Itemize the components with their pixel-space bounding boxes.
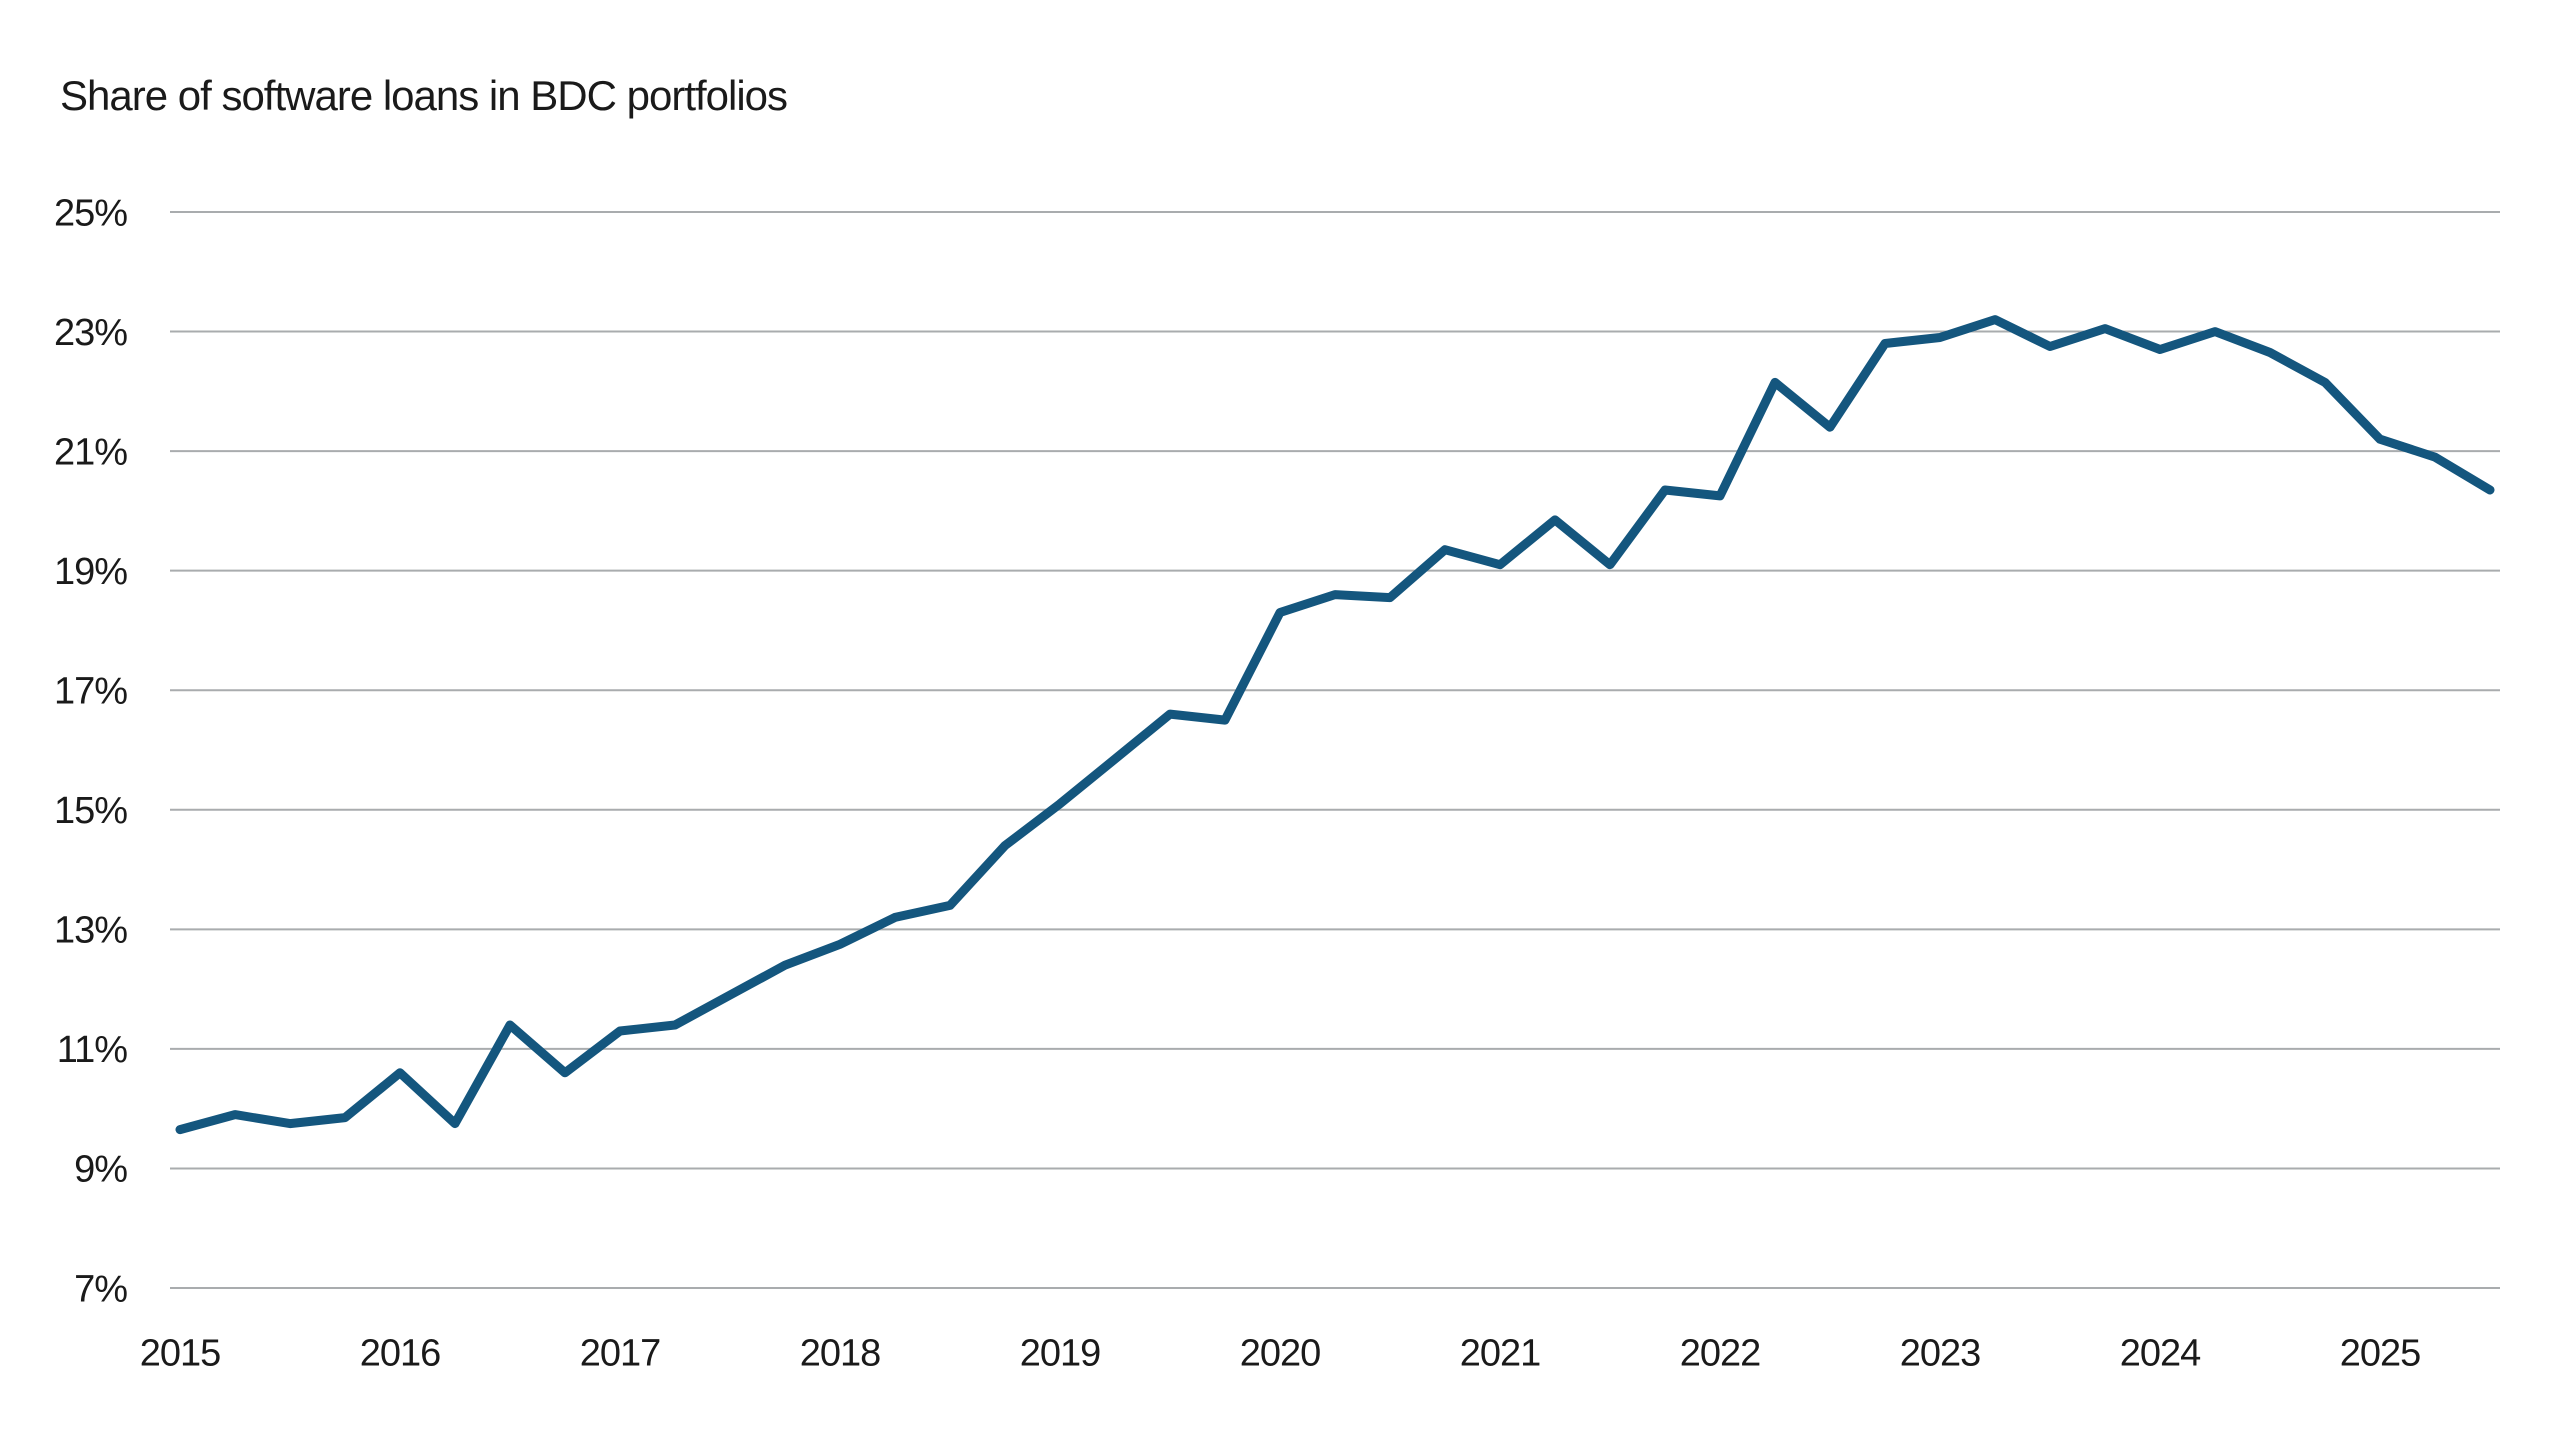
x-axis-tick-label: 2017 [580,1332,661,1374]
x-axis-tick-label: 2023 [1900,1332,1981,1374]
chart-title: Share of software loans in BDC portfolio… [60,72,788,119]
y-axis-tick-label: 13% [54,910,127,952]
x-axis-tick-label: 2022 [1680,1332,1761,1374]
y-axis-tick-label: 25% [54,192,127,234]
y-axis-tick-label: 23% [54,312,127,354]
y-axis-tick-label: 15% [54,790,127,832]
x-axis-tick-label: 2024 [2120,1332,2201,1374]
y-axis-tick-label: 7% [74,1268,127,1310]
x-axis-tick-label: 2021 [1460,1332,1541,1374]
y-axis-tick-label: 9% [74,1149,127,1191]
y-axis-tick-label: 19% [54,551,127,593]
x-axis-tick-label: 2020 [1240,1332,1321,1374]
y-axis-tick-label: 21% [54,431,127,473]
y-axis-tick-label: 17% [54,671,127,713]
x-axis-tick-label: 2016 [360,1332,441,1374]
data-line [175,315,2495,1135]
y-axis-tick-label: 11% [57,1029,127,1071]
x-axis-tick-label: 2025 [2340,1332,2421,1374]
x-axis-tick-label: 2018 [800,1332,881,1374]
x-axis-tick-label: 2019 [1020,1332,1101,1374]
x-axis-tick-label: 2015 [140,1332,221,1374]
